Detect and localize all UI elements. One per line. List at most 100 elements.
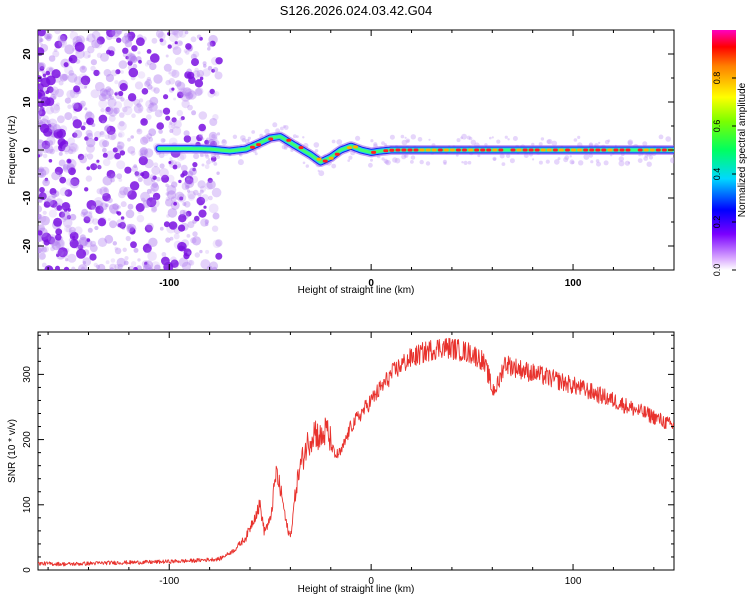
ridge-peak — [522, 148, 528, 152]
noise-blob — [48, 209, 58, 218]
noise-blob — [103, 69, 112, 77]
noise-blob — [48, 67, 53, 72]
ridge-scatter — [213, 162, 218, 166]
noise-blob — [120, 201, 127, 208]
noise-blob — [211, 68, 216, 73]
noise-blob — [39, 38, 44, 43]
noise-blob — [122, 247, 127, 252]
noise-blob — [41, 166, 50, 176]
noise-blob — [74, 41, 85, 52]
ridge-scatter — [221, 139, 228, 146]
noise-blob — [127, 265, 135, 270]
noise-blob — [177, 193, 187, 203]
noise-blob — [89, 240, 97, 247]
ridge-scatter — [603, 160, 609, 166]
noise-blob — [159, 226, 164, 231]
noise-blob — [110, 173, 117, 179]
noise-blob — [41, 70, 46, 75]
noise-blob — [38, 122, 41, 126]
noise-blob — [67, 73, 78, 83]
ridge-scatter — [410, 155, 416, 160]
noise-blob — [70, 30, 74, 33]
y-tick-label: 20 — [22, 48, 33, 60]
noise-blob — [68, 167, 76, 176]
noise-blob — [171, 30, 180, 36]
noise-blob — [38, 115, 42, 122]
ridge-peak — [589, 148, 595, 152]
ridge-scatter — [563, 157, 569, 163]
ridge-scatter — [381, 141, 385, 146]
noise-blob — [176, 81, 186, 91]
ridge-peak — [637, 148, 643, 152]
noise-blob — [55, 234, 62, 241]
noise-blob — [204, 164, 210, 170]
noise-blob — [101, 89, 111, 100]
noise-blob — [184, 178, 195, 189]
noise-blob — [110, 95, 115, 100]
ridge-scatter — [569, 159, 575, 165]
ridge-scatter — [401, 139, 408, 146]
noise-blob — [216, 132, 221, 136]
noise-blob — [57, 115, 65, 124]
noise-blob — [191, 236, 202, 246]
noise-blob — [43, 144, 49, 150]
ridge-peak — [546, 148, 552, 152]
noise-blob — [215, 252, 223, 260]
ridge-scatter — [492, 156, 497, 161]
noise-blob — [216, 171, 220, 175]
noise-blob — [185, 92, 193, 100]
noise-blob — [183, 130, 190, 137]
noise-blob — [39, 187, 45, 193]
ridge-scatter — [665, 136, 671, 142]
noise-blob — [117, 132, 123, 138]
noise-blob — [201, 194, 209, 202]
noise-blob — [44, 177, 49, 182]
noise-blob — [58, 38, 67, 48]
ridge-scatter — [305, 164, 309, 168]
noise-blob — [181, 261, 192, 270]
noise-blob — [56, 171, 60, 176]
noise-blob — [178, 214, 187, 223]
noise-blob — [209, 261, 219, 270]
ridge-scatter — [355, 135, 361, 141]
noise-blob — [98, 209, 105, 215]
noise-blob — [191, 110, 197, 116]
noise-blob — [78, 236, 89, 247]
ridge-peak — [468, 148, 474, 152]
noise-blob — [38, 230, 43, 236]
noise-blob — [152, 192, 161, 201]
noise-blob — [61, 73, 69, 81]
noise-blob — [153, 162, 159, 168]
noise-blob — [185, 185, 190, 190]
noise-blob — [38, 91, 42, 98]
noise-blob — [138, 107, 142, 112]
noise-blob — [172, 46, 182, 55]
noise-blob — [98, 71, 101, 75]
ridge-peak — [516, 148, 522, 152]
noise-blob — [114, 264, 120, 270]
noise-blob — [171, 42, 179, 50]
noise-blob — [61, 211, 71, 221]
noise-blob — [172, 164, 178, 170]
noise-blob — [119, 150, 126, 156]
noise-blob — [117, 121, 127, 131]
ridge-scatter — [618, 156, 624, 162]
noise-blob — [165, 54, 169, 58]
noise-blob — [207, 47, 211, 51]
noise-blob — [64, 224, 72, 233]
noise-blob — [192, 51, 200, 58]
ridge-scatter — [532, 158, 535, 161]
ridge-scatter — [569, 155, 572, 158]
noise-blob — [192, 231, 198, 237]
noise-blob — [178, 30, 187, 38]
noise-blob — [83, 122, 87, 126]
noise-blob — [59, 176, 67, 184]
ridge-peak — [316, 157, 322, 161]
ridge-scatter — [292, 134, 297, 139]
ridge-scatter — [470, 139, 476, 145]
noise-blob — [47, 140, 54, 146]
colorbar-tick-label: 0.6 — [712, 120, 722, 133]
ridge-scatter — [216, 155, 221, 160]
noise-blob — [140, 118, 148, 126]
noise-blob — [127, 190, 137, 200]
